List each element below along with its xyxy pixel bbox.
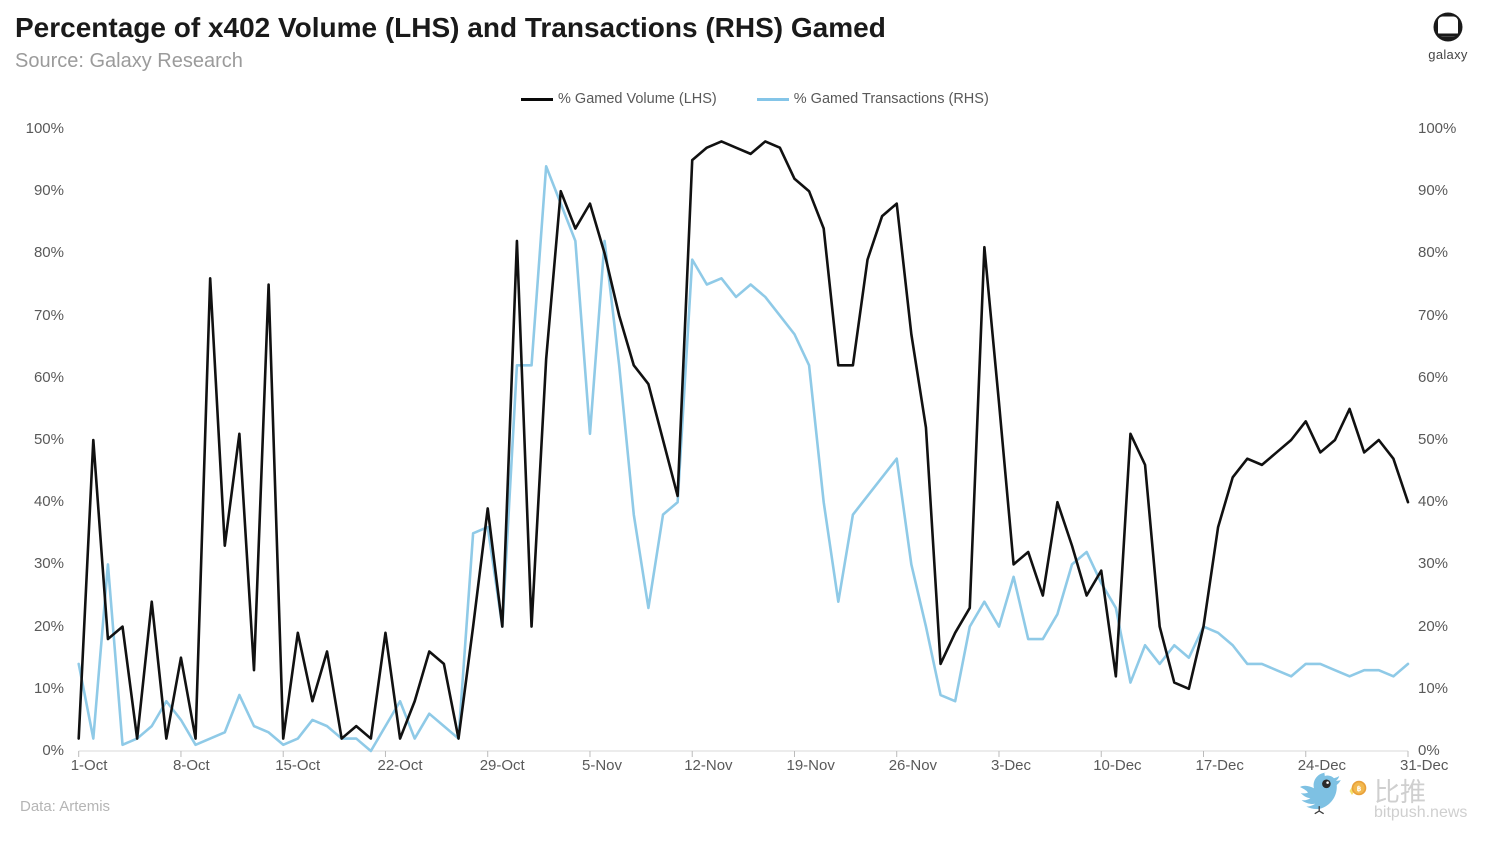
svg-text:฿: ฿ (1357, 785, 1362, 793)
svg-text:比推: 比推 (1374, 777, 1426, 807)
svg-text:bitpush.news: bitpush.news (1374, 804, 1467, 821)
